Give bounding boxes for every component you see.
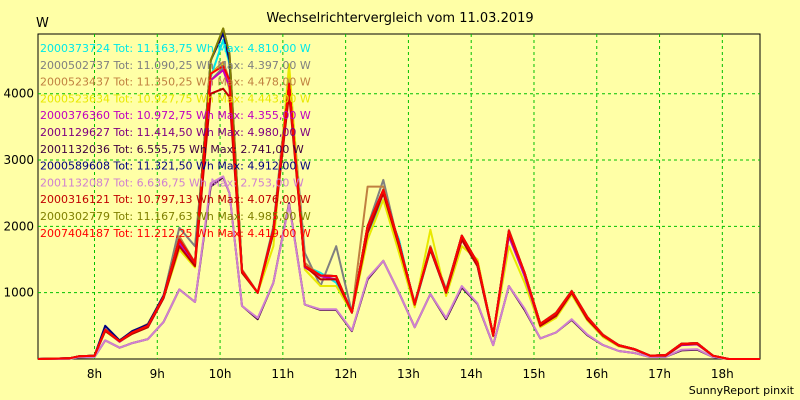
- y-tick-label: 2000: [3, 219, 34, 233]
- credit-label: SunnyReport pinxit: [688, 384, 794, 397]
- series-lines: [37, 27, 760, 360]
- legend-entry-2000502737: 2000502737 Tot: 11.090,25 Wh Max: 4.397,…: [40, 59, 311, 72]
- axes: 8h 9h 10h 11h 12h 13h 14h 15h 16h 17h 18h100020003…: [3, 87, 733, 381]
- legend-entry-2000302779: 2000302779 Tot: 11.167,63 Wh Max: 4.985,…: [40, 210, 311, 223]
- legend-entry-2001129627: 2001129627 Tot: 11.414,50 Wh Max: 4.980,…: [40, 126, 311, 139]
- legend-entry-2000523634: 2000523634 Tot: 10.927,75 Wh Max: 4.443,…: [40, 92, 311, 105]
- series-line-2001132087: [37, 175, 760, 360]
- x-tick-label: 12h: [334, 367, 357, 381]
- x-tick-label: 16h: [585, 367, 608, 381]
- chart-title: Wechselrichtervergleich vom 11.03.2019: [266, 11, 534, 26]
- x-tick-label: 18h: [711, 367, 734, 381]
- legend-entry-2000316121: 2000316121 Tot: 10.797,13 Wh Max: 4.076,…: [40, 193, 311, 206]
- legend-entry-2000376360: 2000376360 Tot: 10.972,75 Wh Max: 4.355,…: [40, 109, 311, 122]
- x-tick-label: 14h: [460, 367, 483, 381]
- series-line-2007404187: [37, 64, 760, 360]
- x-tick-label: 17h: [648, 367, 671, 381]
- legend-entry-2001132036: 2001132036 Tot: 6.555,75 Wh Max: 2.741,0…: [40, 143, 304, 156]
- legend-entry-2000523437: 2000523437 Tot: 11.350,25 Wh Max: 4.478,…: [40, 76, 311, 89]
- legend-entry-2000373724: 2000373724 Tot: 11.163,75 Wh Max: 4.810,…: [40, 42, 311, 55]
- y-tick-label: 3000: [3, 153, 34, 167]
- legend-entry-2001132087: 2001132087 Tot: 6.636,75 Wh Max: 2.753,0…: [40, 176, 304, 189]
- x-tick-label: 10h: [209, 367, 232, 381]
- x-tick-label: 13h: [397, 367, 420, 381]
- y-tick-label: 4000: [3, 87, 34, 101]
- grid: [38, 34, 760, 359]
- x-tick-label: 8h: [87, 367, 102, 381]
- x-tick-label: 11h: [271, 367, 294, 381]
- legend: 2000373724 Tot: 11.163,75 Wh Max: 4.810,…: [40, 42, 311, 240]
- legend-entry-2007404187: 2007404187 Tot: 11.212,25 Wh Max: 4.419,…: [40, 227, 311, 240]
- x-tick-label: 9h: [150, 367, 165, 381]
- y-tick-label: 1000: [3, 286, 34, 300]
- x-tick-label: 15h: [523, 367, 546, 381]
- legend-entry-2000589608: 2000589608 Tot: 11.321,50 Wh Max: 4.912,…: [40, 160, 311, 173]
- y-axis-unit: W: [36, 16, 49, 31]
